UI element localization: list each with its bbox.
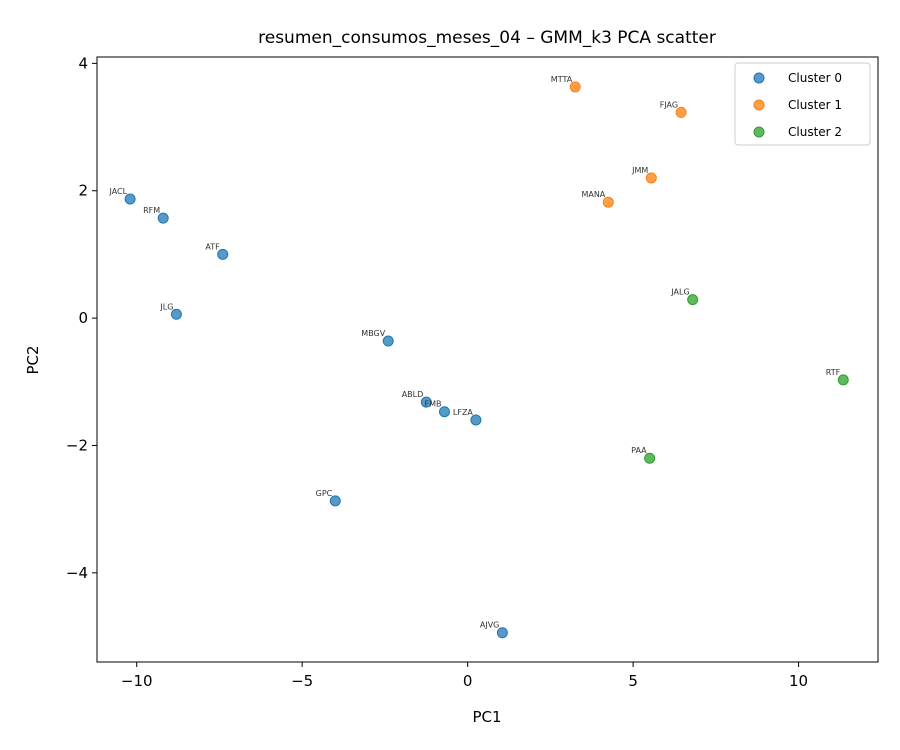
legend-label: Cluster 2: [788, 125, 842, 139]
legend: Cluster 0 Cluster 1 Cluster 2: [734, 62, 871, 146]
point-label: LFZA: [453, 408, 474, 417]
legend-marker: [753, 99, 765, 111]
data-point: [687, 294, 699, 306]
y-tick-label: −4: [66, 564, 88, 582]
y-axis-label: PC2: [24, 345, 42, 374]
x-tick-label: 0: [463, 672, 473, 690]
data-point: [644, 452, 656, 464]
point-label: GPC: [316, 489, 333, 498]
point-label: ABLD: [402, 390, 424, 399]
data-point: [420, 396, 432, 408]
x-tick-label: 10: [789, 672, 808, 690]
point-label: JACL: [108, 187, 127, 196]
point-label: PAA: [631, 446, 647, 455]
legend-marker: [753, 126, 765, 138]
point-label: AJVG: [480, 621, 500, 630]
y-tick-label: 0: [78, 309, 88, 327]
point-label: FMB: [424, 400, 441, 409]
x-tick-label: 5: [628, 672, 638, 690]
data-point: [837, 374, 849, 386]
data-point: [569, 81, 581, 93]
plot-frame: [96, 56, 879, 663]
data-point: [470, 414, 482, 426]
x-tick-label: −5: [291, 672, 313, 690]
point-label: ATF: [205, 242, 220, 251]
legend-box: [734, 62, 871, 146]
point-label: MTTA: [551, 75, 573, 84]
data-point: [382, 335, 394, 347]
legend-label: Cluster 0: [788, 71, 842, 85]
data-point: [675, 106, 687, 118]
legend-marker: [753, 72, 765, 84]
data-point: [329, 495, 341, 507]
point-label: JLG: [159, 302, 173, 311]
data-point: [438, 406, 450, 418]
data-point: [170, 308, 182, 320]
point-label: JALG: [670, 288, 689, 297]
x-tick-label: −10: [121, 672, 153, 690]
y-tick-label: 4: [78, 54, 88, 72]
data-point: [124, 193, 136, 205]
plot-area: −10 −5 0 5 10 −4 −2 0 2 4 JACL RFM ATF JLG MBGV ABLDFMB…: [66, 54, 849, 690]
point-label: RFM: [143, 206, 160, 215]
legend-label: Cluster 1: [788, 98, 842, 112]
y-tick-label: 2: [78, 182, 88, 200]
point-label: JMM: [631, 166, 648, 175]
data-point: [645, 172, 657, 184]
point-label: FJAG: [660, 100, 678, 109]
point-label: RTF: [826, 368, 841, 377]
data-point: [157, 212, 169, 224]
y-tick-label: −2: [66, 436, 88, 454]
data-point: [602, 196, 614, 208]
x-axis-label: PC1: [472, 708, 501, 726]
point-label: MBGV: [361, 329, 385, 338]
data-point: [217, 248, 229, 260]
point-label: MANA: [581, 190, 605, 199]
data-point: [496, 627, 508, 639]
chart-title: resumen_consumos_meses_04 – GMM_k3 PCA s…: [258, 28, 716, 48]
